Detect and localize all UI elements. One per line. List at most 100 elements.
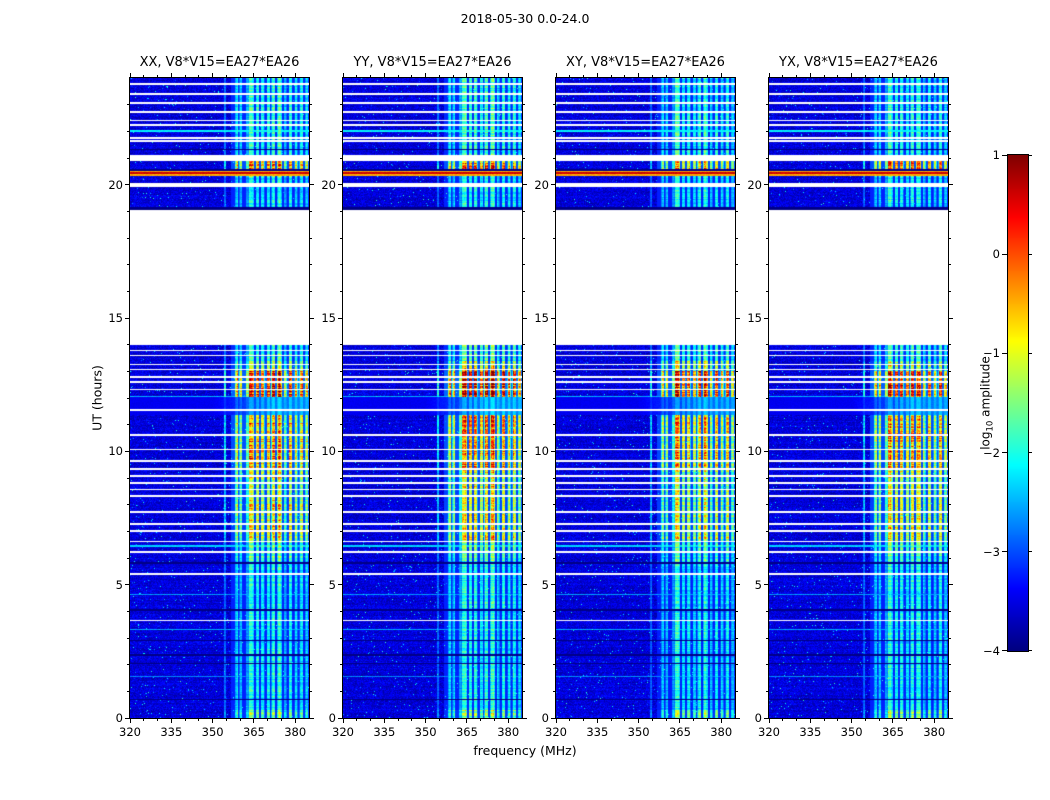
y-minor-tick: [948, 370, 951, 372]
y-minor-tick: [127, 130, 130, 132]
y-minor-tick: [522, 237, 525, 239]
y-minor-tick: [735, 557, 738, 559]
x-tick: [596, 718, 598, 723]
y-minor-tick: [522, 130, 525, 132]
y-minor-tick: [553, 690, 556, 692]
y-minor-tick: [340, 104, 343, 106]
x-minor-tick: [493, 75, 495, 78]
x-minor-tick: [569, 75, 571, 78]
y-minor-tick: [340, 637, 343, 639]
y-minor-tick: [340, 370, 343, 372]
y-minor-tick: [127, 290, 130, 292]
x-minor-tick: [370, 718, 372, 721]
y-minor-tick: [309, 237, 312, 239]
y-minor-tick: [522, 610, 525, 612]
y-minor-tick: [948, 264, 951, 266]
y-tick-label: 0: [541, 711, 549, 725]
y-tick: [551, 584, 556, 586]
y-minor-tick: [553, 397, 556, 399]
y-tick: [522, 584, 527, 586]
y-minor-tick: [127, 530, 130, 532]
x-tick: [212, 73, 214, 78]
x-minor-tick: [782, 75, 784, 78]
x-minor-tick: [267, 718, 269, 721]
y-minor-tick: [340, 424, 343, 426]
y-minor-tick: [766, 610, 769, 612]
x-minor-tick: [878, 718, 880, 721]
y-tick: [338, 450, 343, 452]
y-minor-tick: [766, 557, 769, 559]
x-minor-tick: [143, 718, 145, 721]
spectrogram-canvas-xy: [556, 78, 735, 718]
y-minor-tick: [340, 610, 343, 612]
y-minor-tick: [553, 610, 556, 612]
colorbar-tick: [1028, 253, 1032, 255]
x-tick-label: 380: [710, 725, 733, 739]
y-tick-label: 15: [534, 311, 549, 325]
x-minor-tick: [706, 718, 708, 721]
x-minor-tick: [782, 718, 784, 721]
y-minor-tick: [340, 664, 343, 666]
y-minor-tick: [735, 664, 738, 666]
y-minor-tick: [948, 664, 951, 666]
y-minor-tick: [553, 637, 556, 639]
x-minor-tick: [651, 718, 653, 721]
y-minor-tick: [522, 344, 525, 346]
x-tick: [892, 718, 894, 723]
x-tick-label: 320: [758, 725, 780, 739]
y-tick: [551, 450, 556, 452]
colorbar-tick-label: −1: [983, 346, 1000, 361]
x-tick: [638, 718, 640, 723]
x-minor-tick: [438, 718, 440, 721]
y-tick: [735, 184, 740, 186]
x-minor-tick: [665, 75, 667, 78]
y-minor-tick: [948, 210, 951, 212]
x-tick-label: 380: [923, 725, 946, 739]
y-axis-label: UT (hours): [89, 365, 105, 431]
x-tick: [768, 718, 770, 723]
y-minor-tick: [522, 477, 525, 479]
x-tick: [383, 73, 385, 78]
x-minor-tick: [356, 718, 358, 721]
y-minor-tick: [735, 237, 738, 239]
y-minor-tick: [127, 264, 130, 266]
x-tick: [170, 718, 172, 723]
x-minor-tick: [706, 75, 708, 78]
colorbar-tick: [1002, 452, 1008, 454]
x-minor-tick: [267, 75, 269, 78]
x-tick-label: 320: [119, 725, 141, 739]
y-minor-tick: [309, 397, 312, 399]
y-minor-tick: [340, 477, 343, 479]
colorbar-tick: [1002, 650, 1008, 651]
x-minor-tick: [370, 75, 372, 78]
x-minor-tick: [796, 718, 798, 721]
x-minor-tick: [493, 718, 495, 721]
x-tick-label: 365: [455, 725, 478, 739]
x-minor-tick: [569, 718, 571, 721]
x-minor-tick: [610, 718, 612, 721]
y-minor-tick: [766, 477, 769, 479]
x-tick: [507, 73, 509, 78]
y-tick: [948, 317, 953, 319]
y-minor-tick: [340, 290, 343, 292]
y-minor-tick: [766, 397, 769, 399]
y-tick: [764, 317, 769, 319]
x-tick: [342, 73, 344, 78]
x-minor-tick: [624, 75, 626, 78]
y-tick: [551, 317, 556, 319]
y-minor-tick: [127, 370, 130, 372]
y-tick: [551, 717, 556, 719]
y-minor-tick: [766, 130, 769, 132]
y-tick-label: 5: [754, 577, 762, 592]
colorbar-tick: [1002, 253, 1008, 255]
y-minor-tick: [948, 610, 951, 612]
x-tick: [720, 73, 722, 78]
colorbar-tick-label: −2: [983, 445, 1000, 460]
y-minor-tick: [553, 264, 556, 266]
y-minor-tick: [553, 104, 556, 106]
x-minor-tick: [665, 718, 667, 721]
panel-axes-xx: 320 335 350 365 380 0 5 10 15 20: [108, 73, 314, 739]
y-tick: [948, 584, 953, 586]
y-tick: [125, 584, 130, 586]
